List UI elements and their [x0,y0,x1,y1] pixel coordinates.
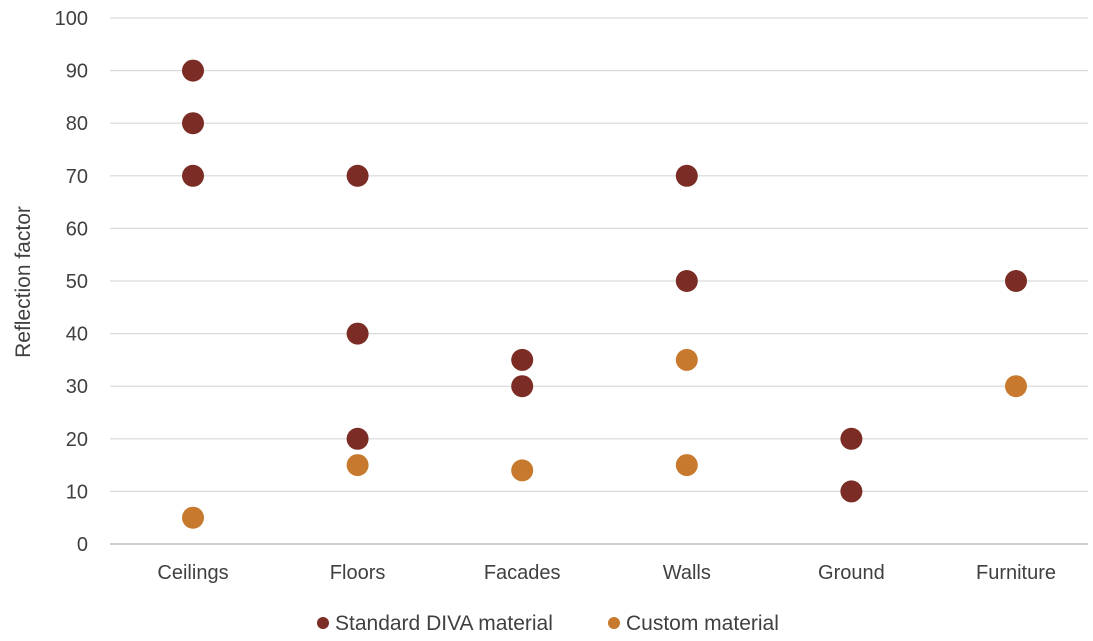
y-tick-label: 70 [66,166,88,188]
x-tick-label: Ceilings [157,562,228,584]
y-tick-label: 80 [66,113,88,135]
data-point-custom [675,348,698,371]
x-tick-label: Walls [663,562,711,584]
gridlines [110,17,1088,545]
y-tick-label: 20 [66,429,88,451]
y-tick-label: 50 [66,271,88,293]
legend-label: Standard DIVA material [335,612,553,635]
data-point-custom [182,506,204,529]
data-points [182,59,1027,529]
x-axis-ticks: Ceilings Floors Facades Walls Ground Furnitur… [157,562,1056,584]
data-point-custom [1005,375,1027,398]
data-point-standard [346,427,369,450]
legend-marker [317,617,329,629]
data-point-standard [840,480,863,503]
y-tick-label: 10 [66,481,88,503]
data-point-standard [511,375,534,398]
data-point-custom [675,454,698,477]
legend-marker [608,617,620,629]
data-point-standard [675,164,698,187]
y-tick-label: 0 [77,534,88,556]
data-point-custom [346,454,369,477]
data-point-standard [346,164,369,187]
y-tick-label: 40 [66,324,88,346]
data-point-standard [675,270,698,292]
data-point-standard [182,112,204,135]
x-tick-label: Ground [818,562,885,584]
legend-label: Custom material [626,612,779,635]
legend: Standard DIVA material Custom material [317,612,779,635]
y-tick-label: 60 [66,218,88,240]
data-point-standard [511,348,534,371]
data-point-standard [182,164,204,187]
y-tick-label: 90 [66,61,88,83]
y-axis-title: Reflection factor [12,206,35,358]
data-point-standard [840,427,863,450]
data-point-custom [511,459,534,482]
y-axis-ticks: 0 10 20 30 40 50 60 70 80 90 100 [55,8,88,556]
x-tick-label: Furniture [976,562,1056,584]
y-tick-label: 100 [55,8,88,30]
x-tick-label: Facades [484,562,561,584]
y-tick-label: 30 [66,376,88,398]
data-point-standard [346,322,369,345]
data-point-standard [1005,270,1027,292]
x-tick-label: Floors [330,562,386,584]
data-point-standard [182,59,204,82]
